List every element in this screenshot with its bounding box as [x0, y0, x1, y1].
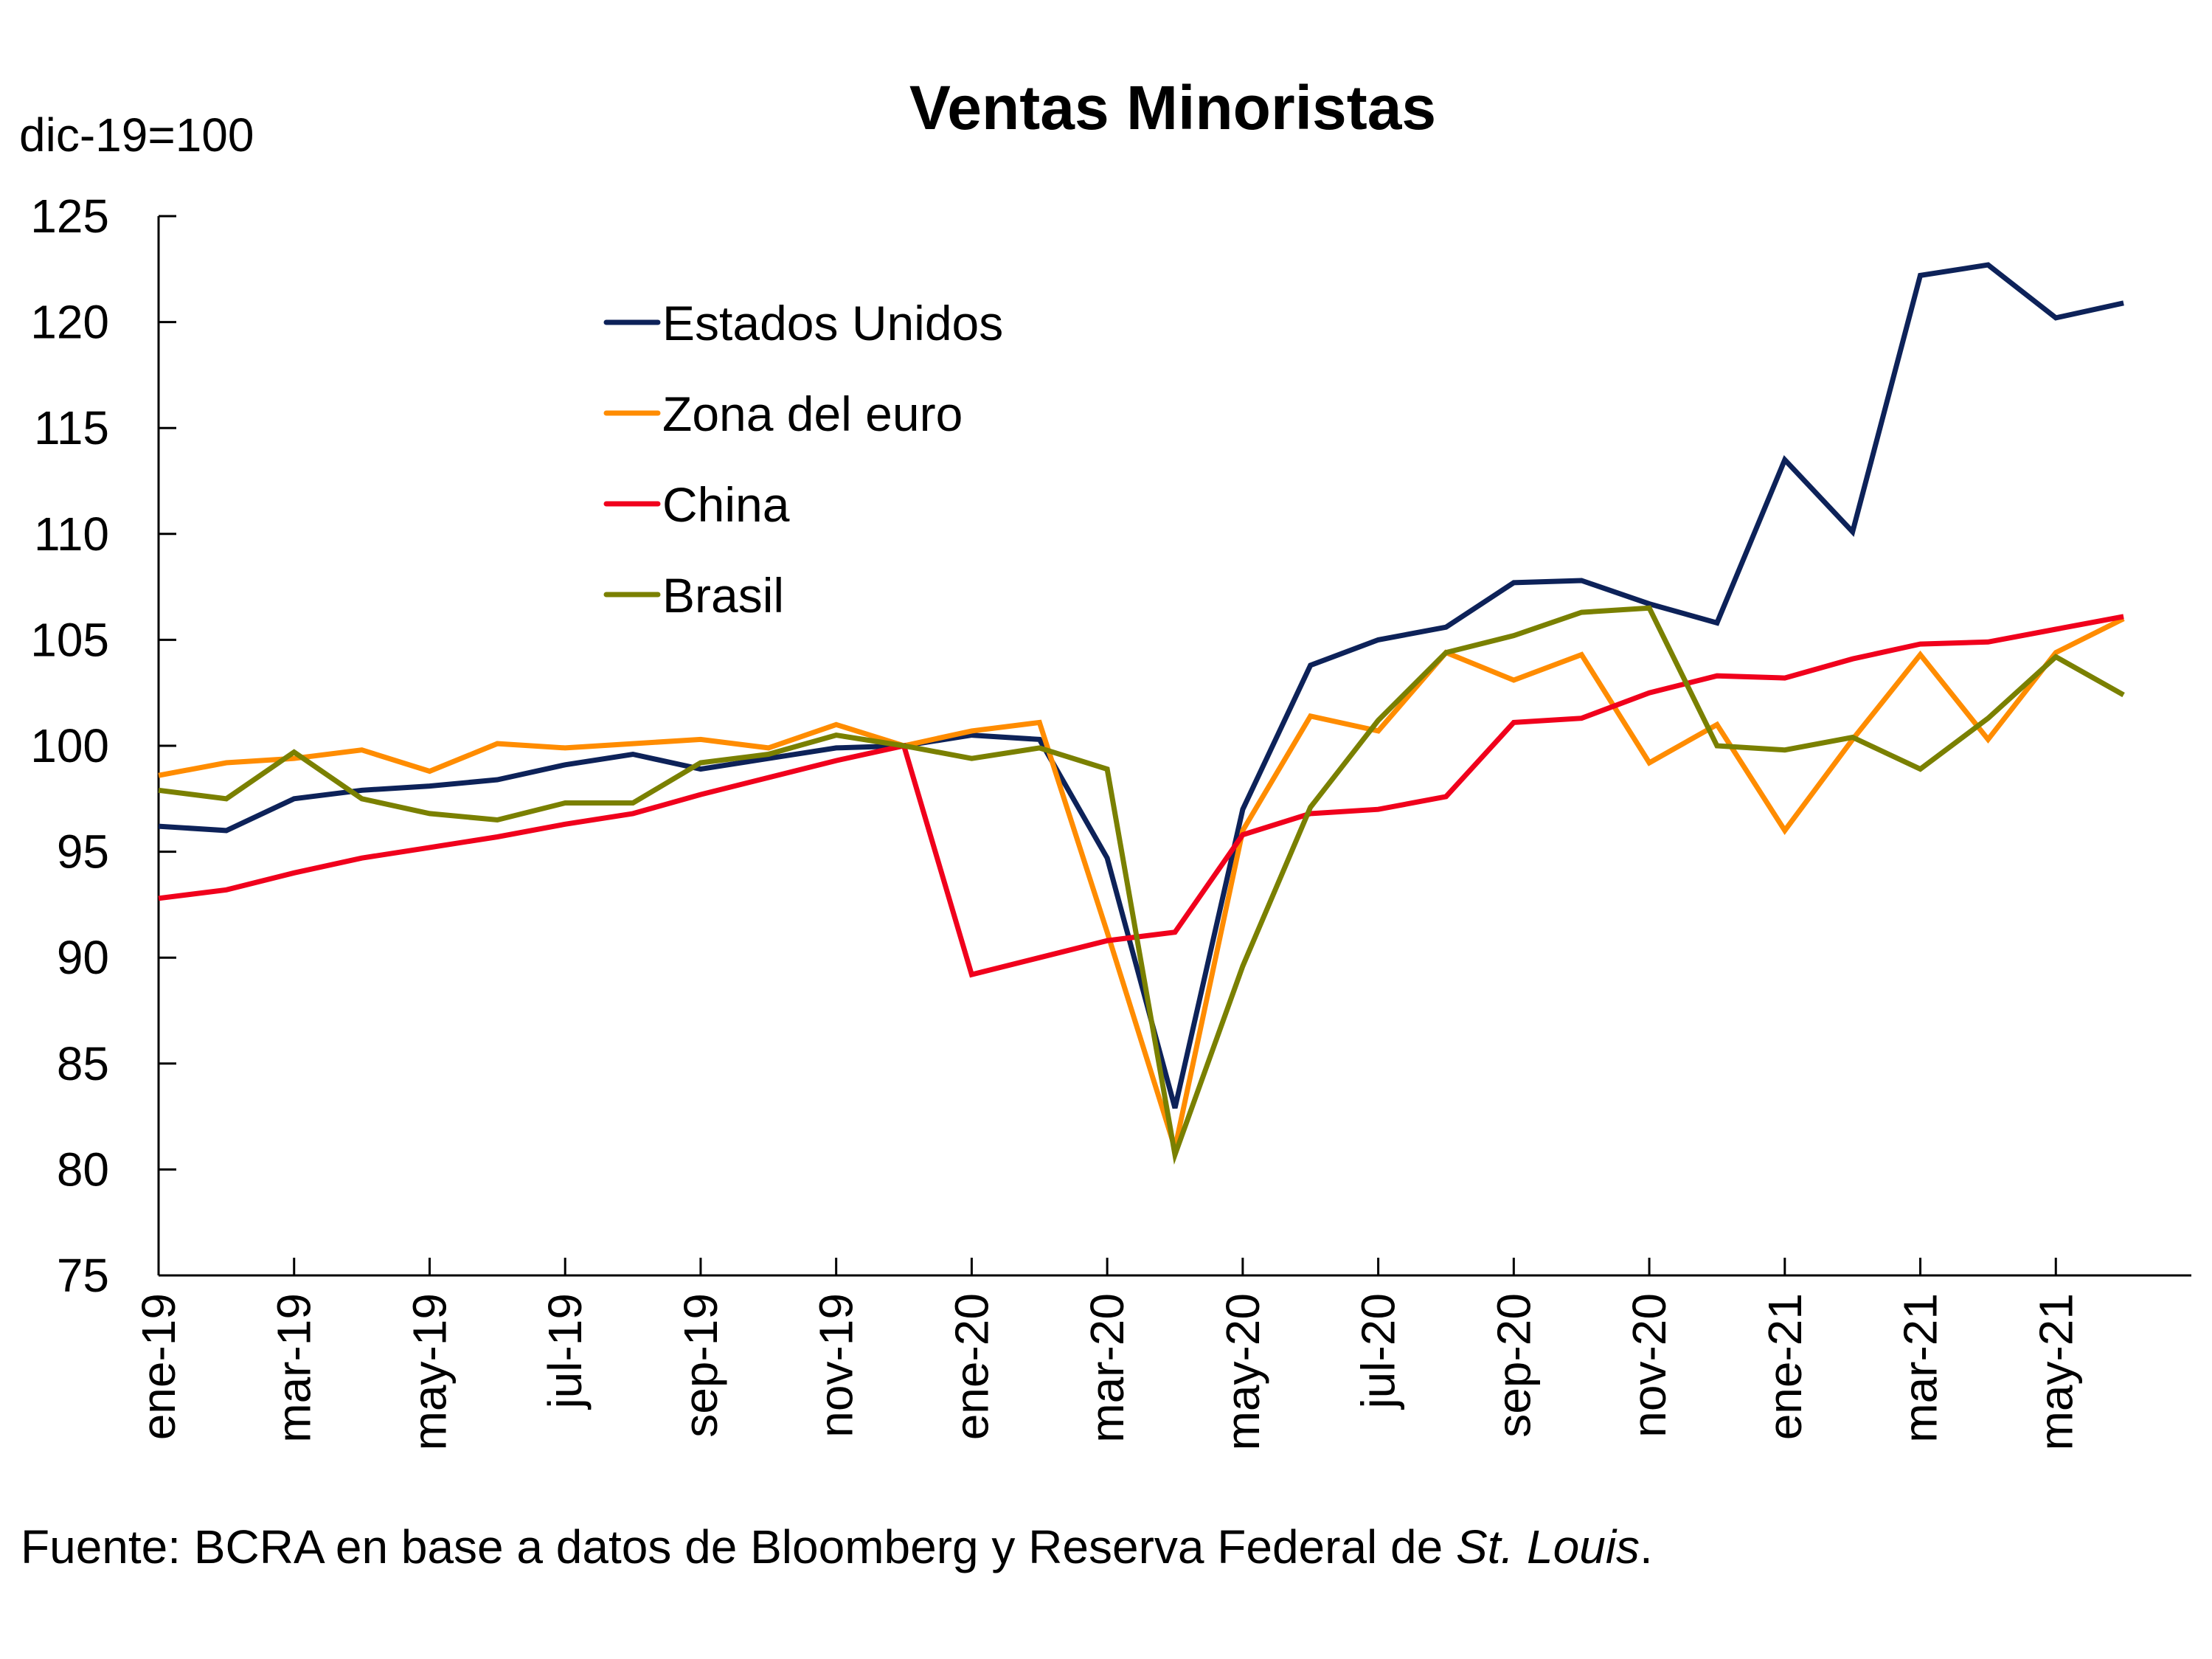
x-tick-label: mar-21 — [1894, 1293, 1947, 1443]
y-tick-label: 120 — [30, 296, 109, 349]
x-tick-label: ene-20 — [945, 1293, 998, 1440]
series-line-china — [158, 614, 2124, 978]
x-tick-label: ene-19 — [132, 1293, 185, 1440]
y-tick-label: 80 — [57, 1143, 109, 1196]
legend: Estados Unidos Zona del euro China Brasil — [603, 296, 1003, 623]
x-tick-label: may-19 — [403, 1293, 456, 1450]
x-tick-label: may-20 — [1216, 1293, 1269, 1450]
x-tick-label: nov-20 — [1623, 1293, 1676, 1438]
y-tick-label: 90 — [57, 931, 109, 984]
x-tick-label: may-21 — [2029, 1293, 2082, 1450]
x-tick-label: jul-19 — [538, 1293, 592, 1410]
legend-label: Brasil — [662, 568, 784, 623]
y-tick-label: 75 — [57, 1249, 109, 1302]
x-tick-label: sep-19 — [674, 1293, 727, 1438]
x-tick-label: mar-19 — [268, 1293, 321, 1443]
x-tick-label: jul-20 — [1352, 1293, 1405, 1410]
x-tick-label: sep-20 — [1487, 1293, 1540, 1438]
x-tick-label: ene-21 — [1758, 1293, 1811, 1440]
legend-label: Estados Unidos — [662, 296, 1003, 350]
series-line-estados-unidos — [158, 262, 2124, 1109]
x-tick-label: mar-20 — [1081, 1293, 1134, 1443]
y-tick-label: 110 — [34, 508, 109, 561]
source-italic: St. Louis — [1456, 1520, 1640, 1573]
axes — [157, 216, 2191, 1277]
y-axis-label: dic-19=100 — [19, 108, 254, 162]
x-ticks: ene-19 mar-19 may-19 jul-19 sep-19 nov-19 ene-… — [132, 1258, 2082, 1450]
source-note: Fuente: BCRA en base a datos de Bloomber… — [21, 1520, 1653, 1574]
source-suffix: . — [1640, 1520, 1653, 1573]
chart-title: Ventas Minoristas — [909, 73, 1436, 142]
y-tick-label: 95 — [57, 825, 109, 879]
y-tick-label: 105 — [30, 613, 109, 666]
y-tick-label: 100 — [30, 719, 109, 772]
source-prefix: Fuente: BCRA en base a datos de Bloomber… — [21, 1520, 1456, 1573]
y-tick-label: 125 — [30, 190, 109, 243]
x-tick-label: nov-19 — [810, 1293, 863, 1438]
series-lines — [158, 262, 2125, 1165]
series-line-zona-del-euro — [158, 616, 2125, 1159]
series-line-brasil — [158, 605, 2125, 1165]
y-ticks: 75 80 85 90 95 100 105 110 115 120 125 — [30, 190, 176, 1302]
legend-label: China — [662, 477, 790, 532]
y-tick-label: 115 — [34, 401, 109, 454]
legend-label: Zona del euro — [662, 387, 963, 441]
y-tick-label: 85 — [57, 1037, 109, 1090]
